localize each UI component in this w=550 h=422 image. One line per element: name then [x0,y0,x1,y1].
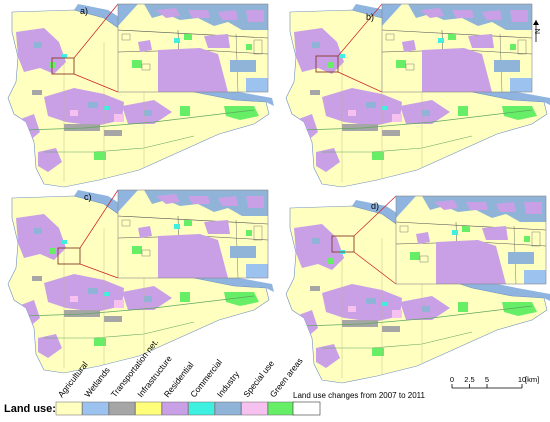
scale-tick-label: 5 [485,375,489,384]
legend-item: Wetlands [82,365,112,416]
scale-tick-label: 10 [518,375,526,384]
callout-line [337,71,383,93]
zoom-area-box [331,235,355,253]
map-panel: c) [8,189,274,373]
legend-item: Industry [214,369,242,416]
zoom-inset [381,3,533,93]
legend-swatch [188,401,215,416]
zoom-area-box [57,247,81,265]
changes-legend-swatch [292,401,321,416]
zoom-area-box [315,55,339,73]
legend-swatch [82,401,109,416]
legend-swatch [55,401,83,416]
callout-line [79,189,119,249]
callout-line [73,3,119,59]
map-panel: a) [8,3,274,187]
callout-line [353,195,397,237]
panel-label: d) [371,201,379,211]
legend-swatch [241,401,268,416]
panel-label: b) [366,12,374,22]
legend-swatch [161,401,189,416]
map-panel: b) [286,3,550,187]
legend-swatch [267,401,295,416]
map-panel: d) [286,195,550,383]
legend-swatch [214,401,242,416]
scale-bar: 0 2.5 5 10[km] [450,375,539,389]
north-arrow-icon: N [533,20,542,42]
callout-line [79,263,119,279]
legend-swatch [108,401,136,416]
map-panels: a) b) c) d) [8,3,550,383]
scale-tick-label: 0 [450,375,454,384]
legend-label: Wetlands [82,365,112,399]
panel-label: a) [80,6,88,16]
panel-label: c) [84,192,92,202]
changes-legend-label: Land use changes from 2007 to 2011 [293,391,426,400]
callout-line [73,73,119,93]
scale-tick-label: 2.5 [464,375,474,384]
zoom-area-box [51,57,75,75]
scale-unit: [km] [525,375,539,384]
callout-line [337,3,383,57]
zoom-inset [117,189,269,279]
legend-title: Land use: [4,403,56,415]
callout-line [353,251,397,285]
legend-label: Industry [215,369,242,400]
changes-legend: Land use changes from 2007 to 2011 [292,391,426,416]
legend-swatch [135,401,162,416]
zoom-inset [117,3,269,93]
zoom-inset [395,195,547,285]
north-arrow-label: N [533,29,542,34]
